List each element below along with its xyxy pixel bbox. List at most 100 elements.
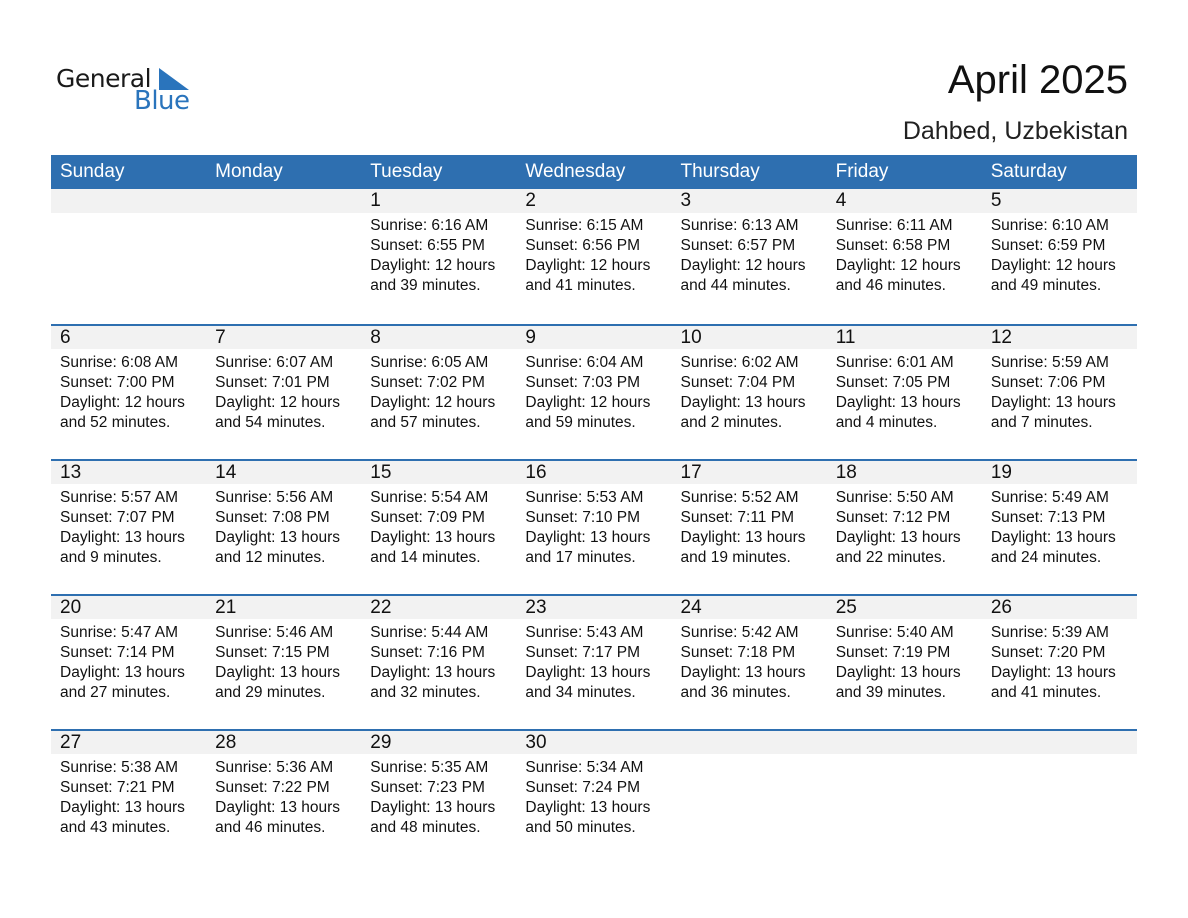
daylight-text: and 50 minutes. [525, 819, 636, 836]
calendar-grid: Sunday Monday Tuesday Wednesday Thursday… [51, 155, 1137, 864]
day-cell: 11 Sunrise: 6:01 AM Sunset: 7:05 PM Dayligh… [827, 326, 982, 456]
sunrise-text: Sunrise: 5:54 AM [370, 489, 489, 506]
sunset-text: Sunset: 6:58 PM [835, 237, 951, 254]
day-cell: 8 Sunrise: 6:05 AM Sunset: 7:02 PM Daylight… [361, 326, 516, 456]
sunset-text: Sunset: 7:18 PM [680, 644, 796, 661]
week-row: 27 Sunrise: 5:38 AM Sunset: 7:21 PM Dayligh… [51, 729, 1137, 864]
daylight-text: and 27 minutes. [60, 684, 171, 701]
day-cell: 20 Sunrise: 5:47 AM Sunset: 7:14 PM Dayligh… [51, 596, 206, 726]
daylight-text: and 7 minutes. [990, 414, 1093, 431]
sunrise-text: Sunrise: 5:39 AM [990, 624, 1109, 641]
day-number: 13 [60, 462, 82, 483]
date-band [51, 326, 1137, 349]
sunrise-text: Sunrise: 5:40 AM [835, 624, 954, 641]
daylight-text: and 46 minutes. [835, 277, 946, 294]
day-number: 15 [370, 462, 392, 483]
daylight-text: and 29 minutes. [215, 684, 326, 701]
day-info: Sunrise: 5:44 AM Sunset: 7:16 PM Daylight:… [370, 623, 495, 703]
day-cell: 3 Sunrise: 6:13 AM Sunset: 6:57 PM Daylight… [672, 189, 827, 319]
logo-triangle-icon [159, 68, 189, 90]
weekday-monday: Monday [215, 161, 283, 182]
daylight-text: and 48 minutes. [370, 819, 481, 836]
sunrise-text: Sunrise: 5:57 AM [60, 489, 179, 506]
sunrise-text: Sunrise: 6:11 AM [835, 217, 953, 234]
sunrise-text: Sunrise: 6:07 AM [215, 354, 334, 371]
day-number: 25 [835, 597, 857, 618]
sunrise-text: Sunrise: 5:52 AM [680, 489, 799, 506]
day-number: 12 [990, 327, 1012, 348]
day-cell: 25 Sunrise: 5:40 AM Sunset: 7:19 PM Dayligh… [827, 596, 982, 726]
daylight-text: Daylight: 12 hours [370, 394, 496, 411]
sunset-text: Sunset: 7:11 PM [680, 509, 794, 526]
day-info: Sunrise: 6:15 AM Sunset: 6:56 PM Daylight:… [525, 216, 650, 296]
day-cell: 27 Sunrise: 5:38 AM Sunset: 7:21 PM Dayligh… [51, 731, 206, 861]
daylight-text: Daylight: 12 hours [990, 257, 1116, 274]
day-cell: 16 Sunrise: 5:53 AM Sunset: 7:10 PM Dayligh… [516, 461, 671, 591]
daylight-text: and 54 minutes. [215, 414, 326, 431]
day-info: Sunrise: 5:56 AM Sunset: 7:08 PM Daylight:… [215, 488, 340, 568]
week-row: 20 Sunrise: 5:47 AM Sunset: 7:14 PM Dayligh… [51, 594, 1137, 729]
day-number: 7 [215, 327, 226, 348]
daylight-text: Daylight: 13 hours [835, 664, 961, 681]
sunrise-text: Sunrise: 5:56 AM [215, 489, 334, 506]
weekday-header: Sunday Monday Tuesday Wednesday Thursday… [51, 155, 1137, 189]
daylight-text: and 43 minutes. [60, 819, 171, 836]
sunrise-text: Sunrise: 5:53 AM [525, 489, 644, 506]
daylight-text: Daylight: 13 hours [835, 394, 961, 411]
daylight-text: Daylight: 13 hours [215, 799, 341, 816]
day-number: 21 [215, 597, 237, 618]
sunrise-text: Sunrise: 6:13 AM [680, 217, 799, 234]
day-info: Sunrise: 6:11 AM Sunset: 6:58 PM Daylight:… [836, 216, 961, 296]
day-info: Sunrise: 5:42 AM Sunset: 7:18 PM Daylight:… [681, 623, 806, 703]
daylight-text: Daylight: 13 hours [680, 664, 806, 681]
sunset-text: Sunset: 7:19 PM [835, 644, 951, 661]
day-info: Sunrise: 5:46 AM Sunset: 7:15 PM Daylight:… [215, 623, 340, 703]
day-info: Sunrise: 5:53 AM Sunset: 7:10 PM Daylight:… [525, 488, 650, 568]
calendar-location: Dahbed, Uzbekistan [902, 117, 1128, 145]
calendar-title: April 2025 [947, 58, 1128, 102]
day-number: 14 [215, 462, 237, 483]
day-info: Sunrise: 5:57 AM Sunset: 7:07 PM Daylight:… [60, 488, 185, 568]
sunset-text: Sunset: 7:07 PM [60, 509, 175, 526]
day-cell: 5 Sunrise: 6:10 AM Sunset: 6:59 PM Daylight… [982, 189, 1137, 319]
daylight-text: Daylight: 13 hours [60, 529, 185, 546]
daylight-text: Daylight: 13 hours [680, 529, 806, 546]
weekday-wednesday: Wednesday [525, 161, 626, 182]
day-cell: 13 Sunrise: 5:57 AM Sunset: 7:07 PM Dayligh… [51, 461, 206, 591]
logo-text-general: General [56, 64, 152, 93]
general-blue-logo: General Blue [56, 64, 196, 120]
daylight-text: and 44 minutes. [680, 277, 791, 294]
daylight-text: Daylight: 12 hours [370, 257, 496, 274]
day-cell: 17 Sunrise: 5:52 AM Sunset: 7:11 PM Dayligh… [672, 461, 827, 591]
daylight-text: and 24 minutes. [990, 549, 1102, 566]
sunrise-text: Sunrise: 6:16 AM [370, 217, 489, 234]
daylight-text: Daylight: 13 hours [525, 529, 651, 546]
daylight-text: and 32 minutes. [370, 684, 481, 701]
date-band [51, 189, 1137, 213]
week-row: 13 Sunrise: 5:57 AM Sunset: 7:07 PM Dayligh… [51, 459, 1137, 594]
sunset-text: Sunset: 7:21 PM [60, 779, 175, 796]
daylight-text: and 46 minutes. [215, 819, 326, 836]
day-number: 3 [680, 190, 692, 211]
day-info: Sunrise: 5:39 AM Sunset: 7:20 PM Daylight:… [991, 623, 1116, 703]
day-number: 8 [370, 327, 381, 348]
daylight-text: and 34 minutes. [525, 684, 636, 701]
day-info: Sunrise: 5:43 AM Sunset: 7:17 PM Daylight:… [525, 623, 650, 703]
daylight-text: Daylight: 13 hours [835, 529, 961, 546]
daylight-text: Daylight: 12 hours [215, 394, 341, 411]
sunset-text: Sunset: 7:13 PM [990, 509, 1106, 526]
day-cell: 2 Sunrise: 6:15 AM Sunset: 6:56 PM Daylight… [516, 189, 671, 319]
sunrise-text: Sunrise: 5:42 AM [680, 624, 799, 641]
day-cell: 6 Sunrise: 6:08 AM Sunset: 7:00 PM Daylight… [51, 326, 206, 456]
day-cell: 18 Sunrise: 5:50 AM Sunset: 7:12 PM Dayligh… [827, 461, 982, 591]
day-number: 24 [680, 597, 702, 618]
day-number: 2 [525, 190, 536, 211]
date-band [51, 596, 1137, 619]
daylight-text: and 4 minutes. [835, 414, 938, 431]
day-cell: 26 Sunrise: 5:39 AM Sunset: 7:20 PM Dayligh… [982, 596, 1137, 726]
week-row: 1 Sunrise: 6:16 AM Sunset: 6:55 PM Daylight… [51, 189, 1137, 324]
sunset-text: Sunset: 7:01 PM [215, 374, 330, 391]
sunrise-text: Sunrise: 5:59 AM [990, 354, 1109, 371]
day-info: Sunrise: 5:36 AM Sunset: 7:22 PM Daylight:… [215, 758, 340, 838]
